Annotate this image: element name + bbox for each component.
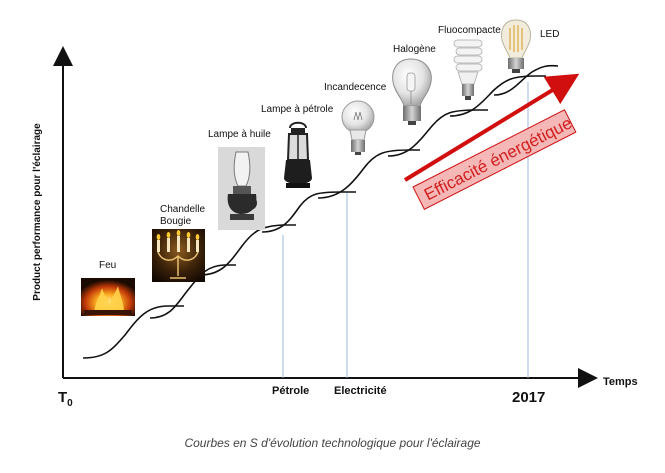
label-lampe-petrole: Lampe à pétrole [261,104,334,115]
origin-subscript: 0 [67,398,73,409]
incandescent-bulb-image [341,100,375,155]
kerosene-lantern-image [284,121,312,188]
s-curve-led [493,64,559,96]
label-led: LED [540,29,559,40]
label-chandelle: Chandelle [160,204,205,215]
label-lampe-huile: Lampe à huile [208,129,271,140]
origin-label: T0 [58,389,73,409]
label-halogene: Halogène [393,44,436,55]
x-axis-label: Temps [603,376,638,388]
candelabra-image [152,229,205,282]
s-curve-huile [199,224,296,276]
milestone-petrole: Pétrole [272,385,309,397]
s-curve-halogene [387,109,488,157]
figure-caption: Courbes en S d'évolution technologique p… [184,436,481,450]
label-incandecence: Incandecence [324,82,387,93]
halogen-bulb-image [392,58,432,125]
s-curve-fluocompacte [449,75,546,117]
label-bougie: Bougie [160,216,192,227]
fluorescent-bulb-image [453,39,483,100]
efficiency-arrow [403,73,580,182]
label-feu: Feu [99,260,116,271]
label-fluocompacte: Fluocompacte [438,25,501,36]
s-curve-incandecence [317,149,420,199]
efficiency-banner-label: Efficacité énergétique [421,113,575,204]
s-curve-chandelle [149,264,236,319]
efficiency-banner-box [412,109,577,210]
y-axis-label: Product performance pour l'éclairage [32,123,43,301]
s-curve-petrole [261,191,356,233]
milestone-electricite: Electricité [334,385,387,397]
milestone-year: 2017 [512,389,545,406]
fire-image [81,278,135,316]
s-curves [82,64,559,359]
led-bulb-image [501,19,531,73]
s-curve-feu [82,305,184,359]
oil-lamp-image [218,147,265,230]
